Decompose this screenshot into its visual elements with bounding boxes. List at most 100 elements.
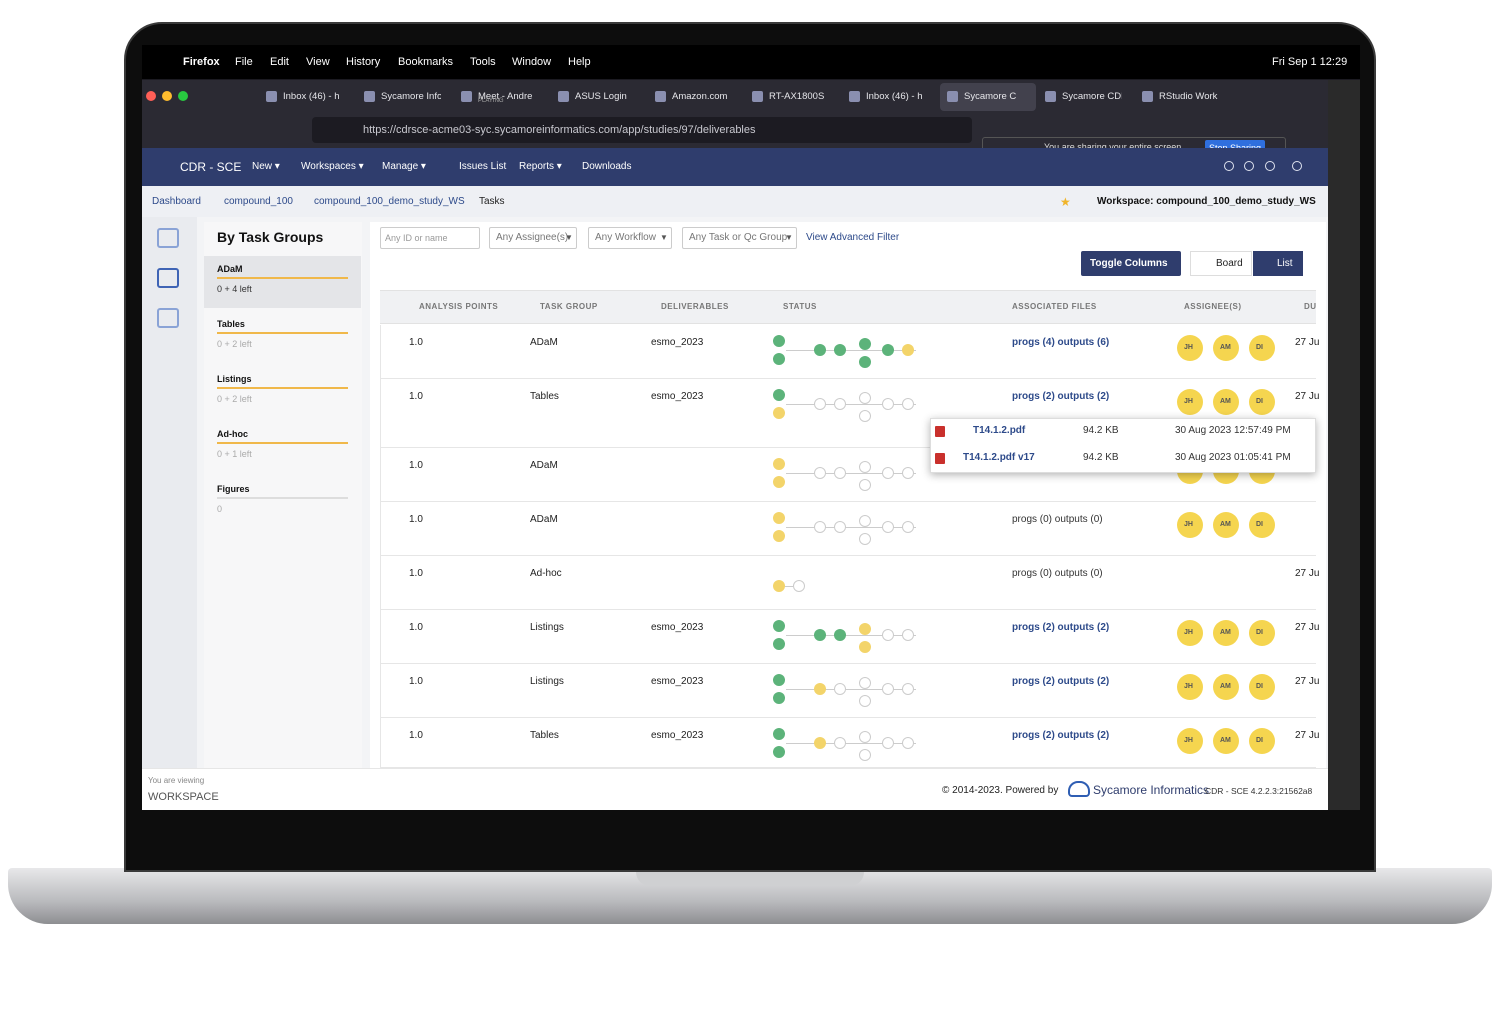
status-dot — [773, 407, 785, 419]
column-header[interactable]: DELIVERABLES — [661, 302, 729, 311]
assignee-initials: JH — [1184, 521, 1193, 528]
group-count: 0 + 1 left — [217, 449, 252, 459]
menu-item[interactable]: History — [346, 56, 381, 68]
board[interactable]: Board — [1216, 258, 1243, 269]
status-dot — [773, 674, 785, 686]
group-progress — [217, 497, 348, 499]
menu-item[interactable]: Window — [512, 56, 552, 68]
associated-files[interactable]: progs (2) outputs (2) — [1012, 676, 1110, 687]
file-size: 94.2 KB — [1083, 425, 1119, 436]
tab[interactable]: RT-AX1800S — [769, 91, 825, 102]
associated-files[interactable]: progs (2) outputs (2) — [1012, 391, 1110, 402]
status-dot — [859, 695, 871, 707]
rail-icon — [157, 268, 179, 288]
filter-select-label[interactable]: Any Assignee(s) — [496, 232, 569, 243]
assignee-initials: DI — [1256, 521, 1263, 528]
status-dot — [773, 620, 785, 632]
footer — [142, 768, 1328, 810]
nav-item[interactable]: Reports ▾ — [519, 161, 562, 172]
viewing-label: You are viewing — [148, 776, 205, 785]
tab[interactable]: Sycamore Info — [381, 91, 441, 102]
status-dot — [773, 389, 785, 401]
nav-item[interactable]: Issues List — [459, 161, 507, 172]
status-dot — [859, 392, 871, 404]
menu-item[interactable]: Bookmarks — [398, 56, 454, 68]
status-dot — [859, 461, 871, 473]
associated-files[interactable]: progs (2) outputs (2) — [1012, 730, 1110, 741]
toggle-columns[interactable]: Toggle Columns — [1090, 258, 1168, 269]
nav-item[interactable]: Manage ▾ — [382, 161, 426, 172]
tab[interactable]: RStudio Work — [1159, 91, 1218, 102]
sharing-text: You are sharing your entire screen. — [1044, 142, 1184, 152]
assignee-initials: JH — [1184, 344, 1193, 351]
status-dot — [834, 344, 846, 356]
tab[interactable]: Sycamore CDR — [1062, 91, 1122, 102]
tab[interactable]: ASUS Login — [575, 91, 627, 102]
assignee-initials: DI — [1256, 344, 1263, 351]
tab[interactable]: Inbox (46) - h — [283, 91, 340, 102]
status-dot — [859, 338, 871, 350]
tab[interactable]: Meet - Andre — [478, 91, 533, 102]
column-header[interactable]: ANALYSIS POINTS — [419, 302, 499, 311]
menu-item[interactable]: View — [306, 56, 330, 68]
menu-item[interactable]: Tools — [470, 56, 496, 68]
menu-item[interactable]: Help — [568, 56, 591, 68]
status-dot — [859, 479, 871, 491]
tab-icon — [1142, 91, 1153, 102]
status-dot — [859, 677, 871, 689]
nav-item[interactable]: Workspaces ▾ — [301, 161, 364, 172]
assignee-initials: AM — [1220, 521, 1231, 528]
url[interactable]: https://cdrsce-acme03-syc.sycamoreinform… — [363, 124, 756, 136]
file-name[interactable]: T14.1.2.pdf v17 — [963, 452, 1035, 463]
menu-item[interactable]: File — [235, 56, 253, 68]
assignee-avatar — [1213, 674, 1239, 700]
advanced-filter[interactable]: View Advanced Filter — [806, 232, 900, 243]
filter-select-label[interactable]: Any Task or Qc Group — [689, 232, 788, 243]
menu-item[interactable]: Edit — [270, 56, 289, 68]
breadcrumb-item[interactable]: compound_100 — [224, 196, 293, 207]
group-name[interactable]: Figures — [217, 484, 250, 494]
associated-files[interactable]: progs (2) outputs (2) — [1012, 622, 1110, 633]
task-group: Ad-hoc — [530, 568, 562, 579]
file-name[interactable]: T14.1.2.pdf — [973, 425, 1026, 436]
tab-icon — [849, 91, 860, 102]
column-header[interactable]: TASK GROUP — [540, 302, 598, 311]
status-dot — [793, 580, 805, 592]
associated-files[interactable]: progs (4) outputs (6) — [1012, 337, 1110, 348]
playing-label: PLAYING — [478, 98, 504, 104]
breadcrumb-item: Tasks — [479, 196, 505, 207]
breadcrumb-item[interactable]: Dashboard — [152, 196, 201, 207]
task-group: ADaM — [530, 337, 558, 348]
assignee-avatar — [1213, 620, 1239, 646]
icon-rail — [142, 217, 197, 768]
group-count: 0 — [217, 504, 223, 514]
assignee-initials: JH — [1184, 629, 1193, 636]
group-name[interactable]: Ad-hoc — [217, 429, 248, 439]
group-progress — [217, 387, 348, 389]
tab[interactable]: Sycamore C — [964, 91, 1017, 102]
column-header[interactable]: DU — [1304, 302, 1317, 311]
status-dot — [773, 746, 785, 758]
breadcrumb-item[interactable]: compound_100_demo_study_WS — [314, 196, 465, 207]
column-header[interactable]: ASSIGNEE(S) — [1184, 302, 1242, 311]
group-name[interactable]: Tables — [217, 319, 245, 329]
nav-item[interactable]: New ▾ — [252, 161, 280, 172]
status-dot — [859, 623, 871, 635]
group-name[interactable]: ADaM — [217, 264, 243, 274]
column-header[interactable]: STATUS — [783, 302, 817, 311]
status-line — [786, 473, 916, 474]
tab[interactable]: Amazon.com — [672, 91, 728, 102]
status-dot — [834, 467, 846, 479]
assignee-avatar — [1213, 512, 1239, 538]
tab-icon — [655, 91, 666, 102]
nav-item[interactable]: Downloads — [582, 161, 632, 172]
tab[interactable]: Inbox (46) - h — [866, 91, 923, 102]
list[interactable]: List — [1277, 258, 1293, 269]
filter-select-label[interactable]: Any Workflow — [595, 232, 656, 243]
search-input[interactable]: Any ID or name — [385, 233, 448, 243]
analysis-points: 1.0 — [409, 460, 423, 471]
group-name[interactable]: Listings — [217, 374, 252, 384]
task-group: Listings — [530, 676, 564, 687]
viewing-mode: WORKSPACE — [148, 791, 219, 803]
analysis-points: 1.0 — [409, 337, 423, 348]
